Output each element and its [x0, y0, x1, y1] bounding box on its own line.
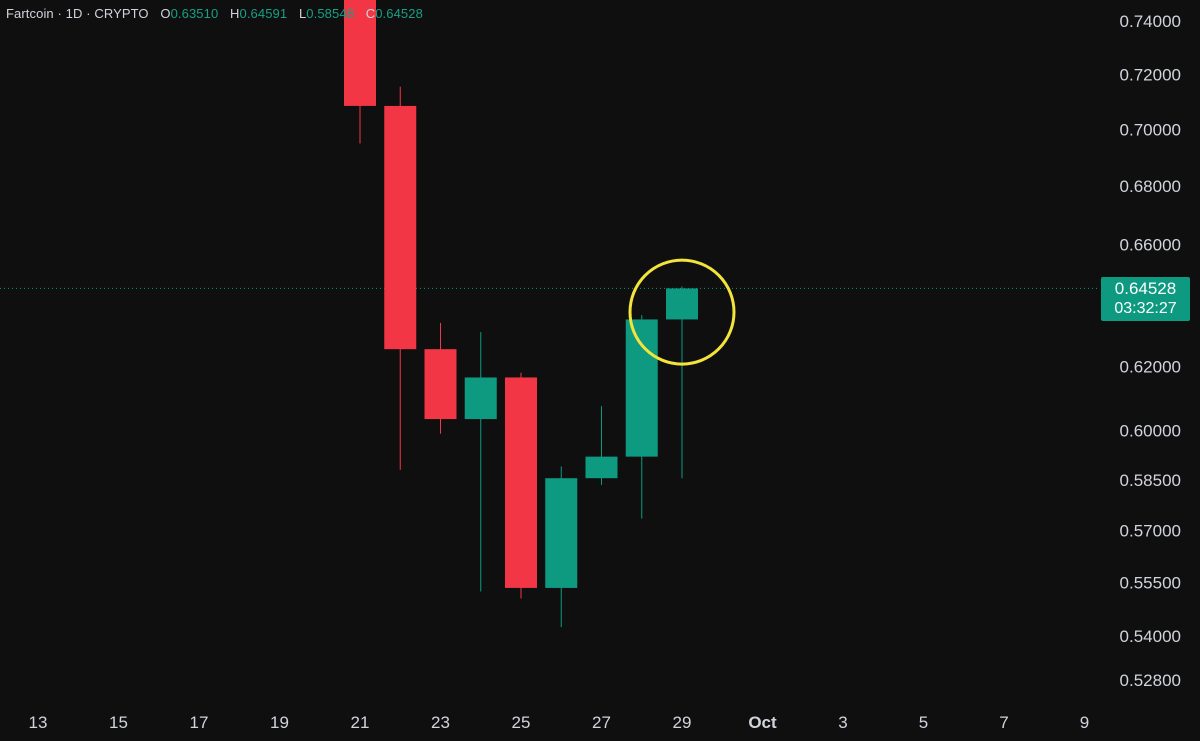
open-value: 0.63510 — [170, 6, 219, 21]
price-tick-label: 0.60000 — [1120, 421, 1181, 440]
date-tick-label: 13 — [29, 713, 48, 732]
date-tick-label: 7 — [999, 713, 1008, 732]
annotation-layer — [628, 258, 736, 366]
candle-22[interactable] — [384, 86, 417, 470]
price-tick-label: 0.68000 — [1120, 177, 1181, 196]
date-tick-label: Oct — [748, 713, 777, 732]
candle-body — [424, 349, 457, 420]
current-price-badge: 0.64528 03:32:27 — [1101, 277, 1190, 321]
exchange-label: CRYPTO — [94, 6, 149, 21]
price-tick-label: 0.70000 — [1120, 120, 1181, 139]
low-key: L — [298, 6, 307, 21]
candle-body — [344, 0, 376, 106]
highlight-circle — [628, 258, 736, 366]
candles-layer — [344, 0, 698, 628]
time-axis[interactable]: 13 15 17 19 21 23 25 27 29 Oct 3 5 7 9 — [29, 713, 1090, 732]
candle-27[interactable] — [585, 406, 618, 485]
price-tick-label: 0.66000 — [1120, 235, 1181, 254]
price-tick-label: 0.58500 — [1120, 471, 1181, 490]
candle-body — [585, 456, 618, 479]
low-value: 0.58548 — [306, 6, 354, 21]
candle-21[interactable] — [344, 0, 376, 144]
candle-body — [505, 377, 537, 588]
date-tick-label: 9 — [1080, 713, 1089, 732]
price-tick-label: 0.62000 — [1120, 357, 1181, 376]
price-tick-label: 0.57000 — [1120, 522, 1181, 541]
candle-body — [666, 288, 698, 320]
close-key: C — [365, 6, 376, 21]
candle-29[interactable] — [666, 286, 698, 479]
candle-body — [545, 478, 578, 588]
close-value: 0.64528 — [375, 6, 423, 21]
candle-23[interactable] — [424, 322, 457, 434]
date-tick-label: 21 — [351, 713, 370, 732]
symbol-legend: Fartcoin · 1D · CRYPTO O0.63510 H0.64591… — [6, 6, 423, 21]
price-tick-label: 0.55500 — [1120, 574, 1181, 593]
date-tick-label: 29 — [673, 713, 692, 732]
date-tick-label: 17 — [190, 713, 209, 732]
date-tick-label: 23 — [431, 713, 450, 732]
current-price-label: 0.64528 — [1114, 279, 1177, 298]
bar-countdown-label: 03:32:27 — [1114, 300, 1177, 317]
price-axis[interactable]: 0.74000 0.72000 0.70000 0.68000 0.66000 0.620… — [1120, 12, 1181, 690]
candle-26[interactable] — [545, 466, 578, 628]
candle-24[interactable] — [464, 332, 497, 592]
candle-25[interactable] — [505, 372, 537, 599]
date-tick-label: 27 — [592, 713, 611, 732]
symbol-name[interactable]: Fartcoin — [6, 6, 54, 21]
candle-body — [625, 319, 658, 457]
legend-separator: · — [86, 6, 91, 21]
price-tick-label: 0.54000 — [1120, 627, 1181, 646]
date-tick-label: 3 — [838, 713, 847, 732]
open-key: O — [160, 6, 171, 21]
price-tick-label: 0.74000 — [1120, 12, 1181, 31]
price-tick-label: 0.72000 — [1120, 65, 1181, 84]
date-tick-label: 25 — [512, 713, 531, 732]
candle-body — [384, 105, 417, 350]
date-tick-label: 5 — [919, 713, 928, 732]
candle-28[interactable] — [625, 315, 658, 519]
legend-separator: · — [57, 6, 62, 21]
interval-label[interactable]: 1D — [65, 6, 83, 21]
date-tick-label: 19 — [270, 713, 289, 732]
price-tick-label: 0.52800 — [1120, 671, 1181, 690]
candle-body — [464, 377, 497, 420]
high-key: H — [230, 6, 240, 21]
high-value: 0.64591 — [239, 6, 288, 21]
date-tick-label: 15 — [109, 713, 128, 732]
